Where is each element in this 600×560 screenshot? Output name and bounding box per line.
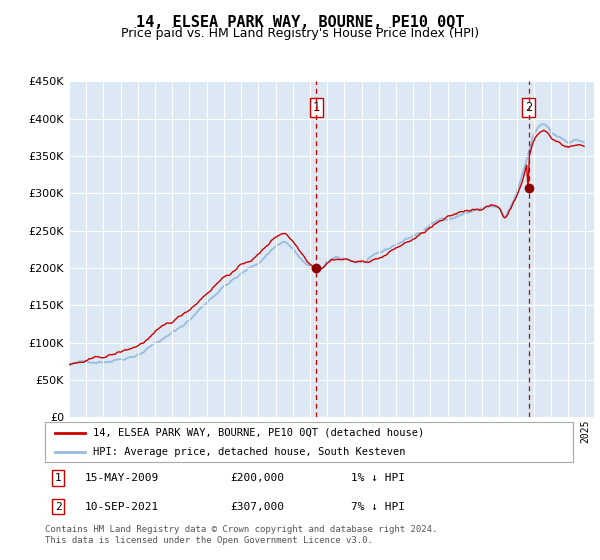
Text: 1% ↓ HPI: 1% ↓ HPI [351,473,405,483]
Text: 2: 2 [55,502,62,511]
Text: £307,000: £307,000 [230,502,284,511]
Text: 14, ELSEA PARK WAY, BOURNE, PE10 0QT: 14, ELSEA PARK WAY, BOURNE, PE10 0QT [136,15,464,30]
Text: 7% ↓ HPI: 7% ↓ HPI [351,502,405,511]
Text: 1: 1 [313,101,320,114]
Text: £200,000: £200,000 [230,473,284,483]
Text: Contains HM Land Registry data © Crown copyright and database right 2024.
This d: Contains HM Land Registry data © Crown c… [45,525,437,545]
Text: 1: 1 [55,473,62,483]
Text: 10-SEP-2021: 10-SEP-2021 [85,502,159,511]
Text: Price paid vs. HM Land Registry's House Price Index (HPI): Price paid vs. HM Land Registry's House … [121,27,479,40]
Text: 15-MAY-2009: 15-MAY-2009 [85,473,159,483]
Text: 14, ELSEA PARK WAY, BOURNE, PE10 0QT (detached house): 14, ELSEA PARK WAY, BOURNE, PE10 0QT (de… [92,428,424,437]
Text: HPI: Average price, detached house, South Kesteven: HPI: Average price, detached house, Sout… [92,447,405,457]
Text: 2: 2 [525,101,532,114]
